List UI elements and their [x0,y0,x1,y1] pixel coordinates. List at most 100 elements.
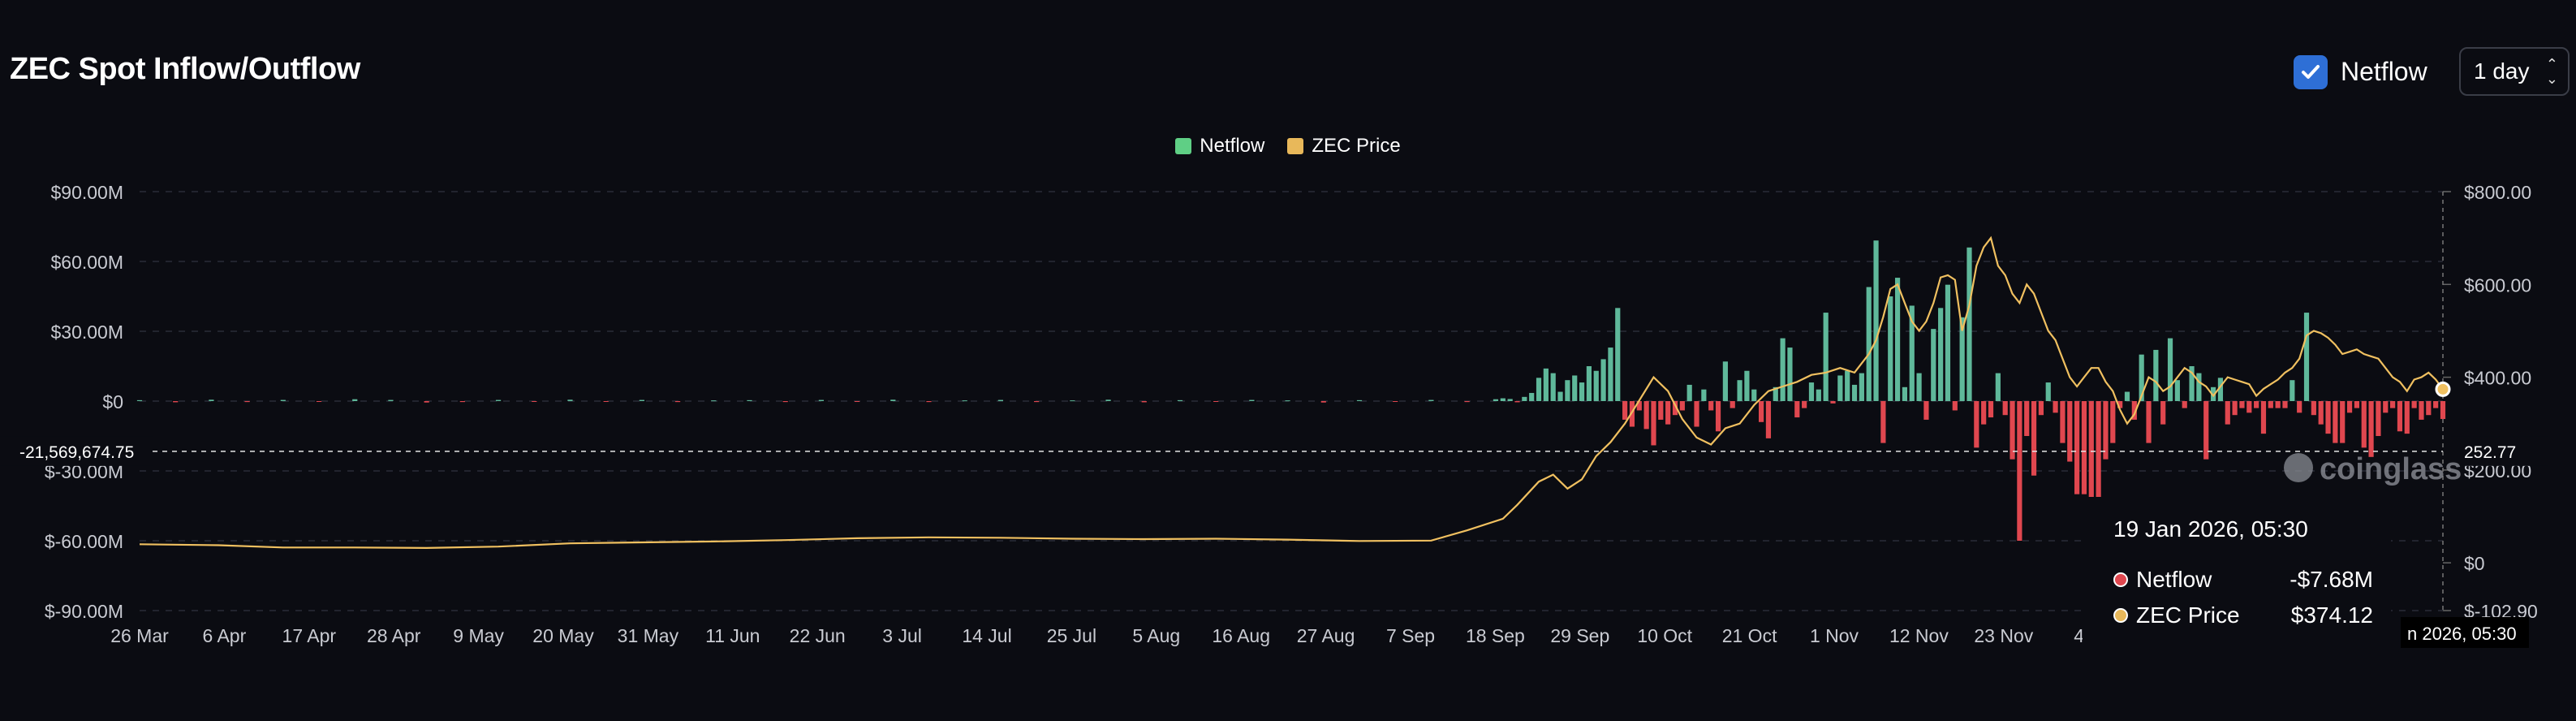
netflow-bar [1593,370,1599,401]
netflow-bar [1845,370,1850,401]
netflow-bar [2160,401,2166,425]
netflow-bar [1866,287,1872,401]
netflow-bar [1859,373,1864,401]
netflow-bar [1701,389,1707,401]
netflow-bar [2290,380,2295,401]
netflow-bar [2232,401,2238,416]
netflow-bar [1529,392,1535,401]
netflow-bar [352,399,358,401]
x-tick-label: 10 Oct [1637,625,1692,646]
netflow-bar [1794,401,1800,418]
netflow-bar [2174,380,2180,401]
chevron-updown-icon: ⌃ ⌄ [2545,56,2558,87]
legend-label-netflow: Netflow [1200,135,1265,157]
tooltip-dot-price [2113,608,2128,623]
netflow-bar [1916,373,1922,401]
netflow-bar [1070,400,1075,402]
netflow-bar [855,401,860,402]
legend-item-netflow[interactable]: Netflow [1175,135,1264,158]
netflow-bar [2303,313,2310,401]
netflow-bar [1615,308,1621,401]
x-tick-label: 22 Jun [790,625,846,646]
netflow-bar [2139,354,2144,401]
x-tick-label: 18 Sep [1466,625,1525,646]
netflow-bar [1744,370,1750,401]
netflow-bar [2203,401,2209,460]
netflow-bar [2426,401,2432,416]
netflow-bar [244,401,250,403]
x-tick-label: 14 Jul [962,625,1011,646]
netflow-bar [2383,401,2389,413]
netflow-bar [926,401,932,403]
netflow-bar [1636,401,1642,411]
legend-item-price[interactable]: ZEC Price [1287,135,1401,158]
crosshair-left-badge [0,436,153,466]
netflow-bar [1880,401,1886,443]
watermark-text: coinglass [2320,452,2462,486]
netflow-bar [1938,308,1944,401]
netflow-bar [2153,349,2159,401]
netflow-bar [2002,401,2008,416]
netflow-bar [2404,401,2410,434]
netflow-bar [1909,305,1915,401]
netflow-bar [674,401,681,403]
netflow-bar [1608,348,1613,401]
netflow-checkbox[interactable] [2294,55,2328,89]
netflow-bar [2103,401,2109,460]
netflow-bar [1507,399,1513,401]
netflow-bar [1959,317,1965,401]
y-right-tick-label: $600.00 [2464,274,2531,296]
netflow-bar [1837,375,1843,401]
x-tick-label: 7 Sep [1386,625,1435,646]
page-title: ZEC Spot Inflow/Outflow [10,52,360,86]
netflow-bar [747,399,752,401]
netflow-bar [603,401,609,402]
netflow-bar [1988,401,1994,418]
y-right-tick-label: $800.00 [2464,182,2531,203]
netflow-bar [136,399,143,401]
netflow-bar [1808,382,1815,401]
netflow-bar [2354,401,2360,408]
netflow-bar [1730,401,1735,408]
netflow-bar [997,399,1004,401]
y-left-tick-label: $90.00M [50,182,123,203]
netflow-bar [1600,359,1606,401]
x-tick-label: 11 Jun [705,625,760,646]
netflow-bar [2433,401,2439,408]
netflow-bar [1522,396,1527,401]
netflow-bar [1765,401,1772,438]
coinglass-logo-icon [2284,453,2313,482]
netflow-bar [2146,401,2152,443]
tooltip-value-price: $374.12 [2290,602,2373,628]
y-right-tick-label: $0 [2464,553,2485,574]
netflow-toggle-label[interactable]: Netflow [2341,57,2427,86]
netflow-bar [2045,382,2051,401]
netflow-bar [1622,401,1628,420]
netflow-bar [2246,401,2252,413]
y-left-tick-label: $60.00M [50,252,123,273]
netflow-bar [1931,329,1936,401]
netflow-bar [2217,378,2224,401]
netflow-bar [2440,401,2446,420]
netflow-bar [1285,400,1290,402]
x-tick-label: 28 Apr [367,625,421,646]
x-tick-label: 9 May [453,625,504,646]
netflow-bar [2088,401,2094,523]
netflow-bar [495,399,502,401]
netflow-bar [1550,373,1556,401]
netflow-bar [1995,373,2001,401]
netflow-bar [1945,284,1951,401]
netflow-bar [2346,401,2353,413]
period-select[interactable]: 1 day ⌃ ⌄ [2459,47,2570,96]
chart-legend: Netflow ZEC Price [0,135,2576,158]
x-tick-label: 27 Aug [1297,625,1355,646]
netflow-bar [1773,386,1778,401]
crosshair-x-label: n 2026, 05:30 [2407,624,2517,644]
netflow-bar [1536,378,1542,401]
legend-swatch-netflow [1175,138,1192,154]
netflow-bar [1572,375,1578,401]
tooltip-value-netflow: -$7.68M [2290,567,2373,592]
crosshair-right-badge [2451,436,2548,466]
netflow-bar [2110,401,2116,443]
